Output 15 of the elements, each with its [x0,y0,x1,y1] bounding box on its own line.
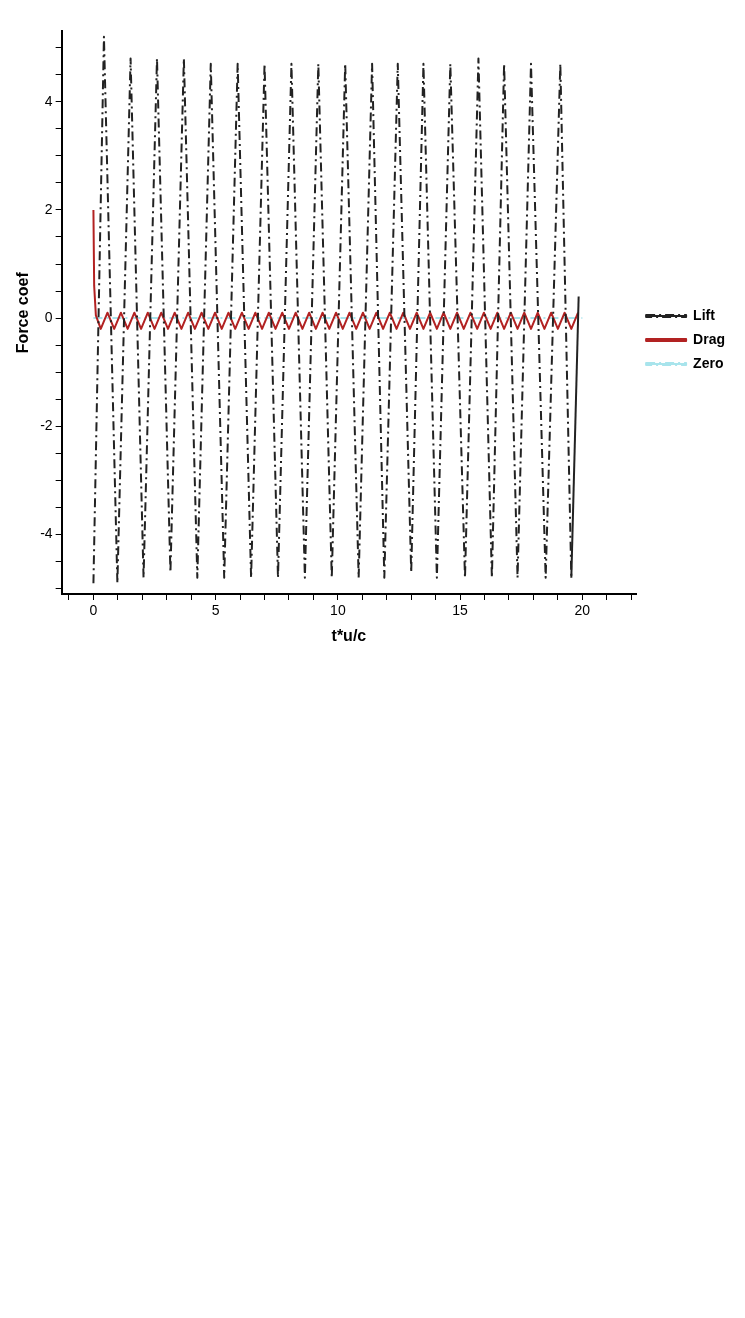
x-tick-label: 0 [89,602,98,619]
x-axis-title: t*u/c [331,626,367,644]
y-tick-label: -2 [40,417,53,434]
x-tick-label: 5 [211,602,220,619]
y-tick-label: 2 [44,200,53,217]
y-tick-label: 4 [44,92,53,109]
y-tick-label: -4 [40,525,53,542]
x-tick-label: 20 [574,602,591,619]
legend-label: Drag [693,330,726,347]
x-tick-label: 15 [452,602,469,619]
legend-label: Lift [693,306,716,323]
x-tick-label: 10 [330,602,346,619]
legend-label: Zero [693,354,724,371]
y-tick-label: 0 [44,308,53,325]
y-axis-title: Force coef [14,271,32,354]
